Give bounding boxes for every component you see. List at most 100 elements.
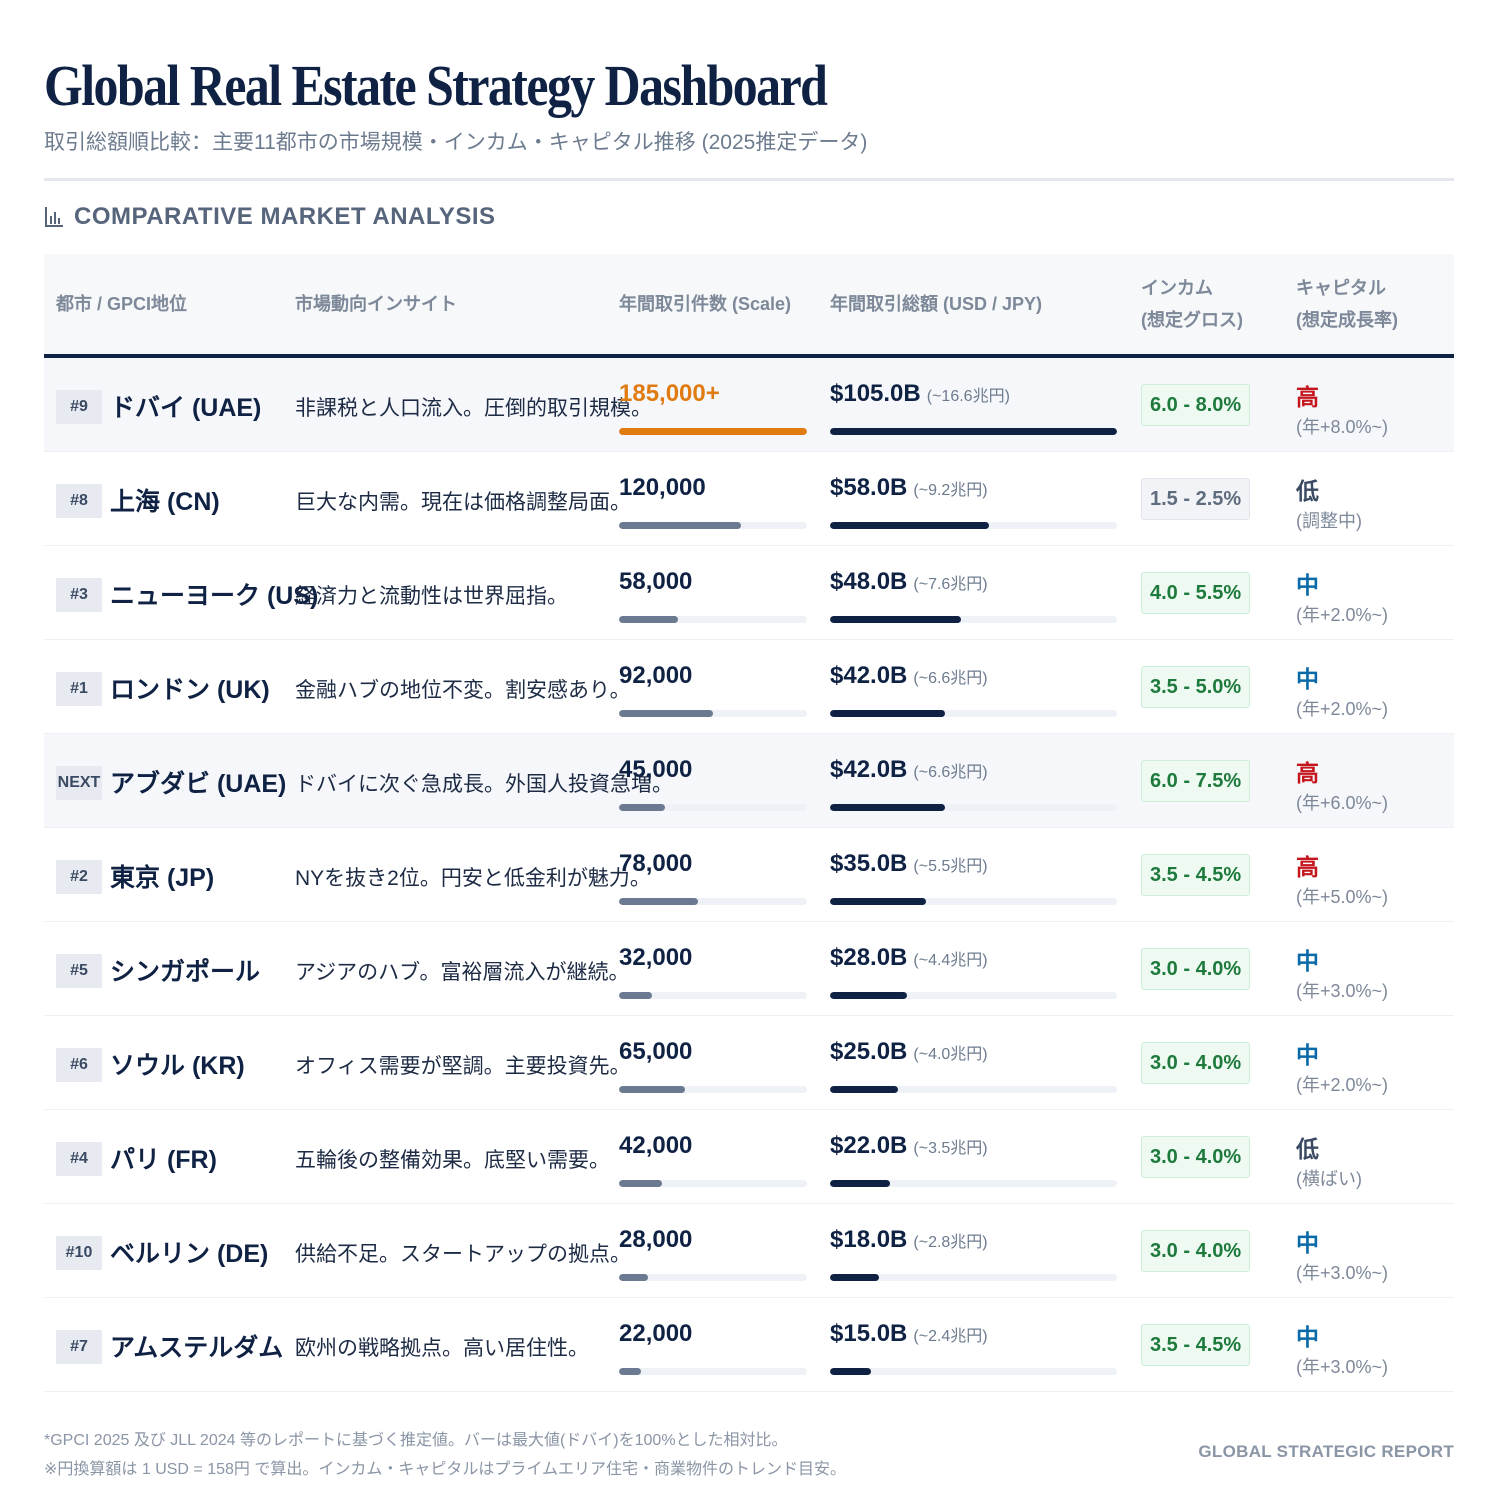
transaction-count: 92,000 xyxy=(619,662,693,689)
count-bar xyxy=(619,1180,662,1187)
volume-usd: $42.0B xyxy=(830,662,908,689)
income-yield-badge: 4.0 - 5.5% xyxy=(1141,572,1251,614)
capital-growth-note: (年+8.0%~) xyxy=(1296,417,1389,437)
count-bar-track xyxy=(619,616,807,623)
city-name: 上海 (CN) xyxy=(110,488,220,516)
volume-jpy: (~6.6兆円) xyxy=(913,764,988,781)
volume-bar xyxy=(830,898,926,905)
income-yield-badge: 3.5 - 4.5% xyxy=(1141,1324,1251,1366)
city-name: ニューヨーク (US) xyxy=(110,582,319,610)
volume-bar-track xyxy=(830,898,1117,905)
gpci-rank-badge: #10 xyxy=(56,1236,102,1270)
transaction-count: 28,000 xyxy=(619,1226,693,1253)
count-bar-track xyxy=(619,898,807,905)
gpci-rank-badge: #7 xyxy=(56,1330,102,1364)
city-name: ソウル (KR) xyxy=(110,1052,245,1080)
capital-growth-level: 中 xyxy=(1296,666,1319,692)
capital-growth-note: (年+2.0%~) xyxy=(1296,605,1389,625)
transaction-volume: $48.0B (~7.6兆円) xyxy=(830,568,988,596)
capital-growth-note: (調整中) xyxy=(1296,511,1362,531)
city-name: アブダビ (UAE) xyxy=(110,770,287,798)
volume-bar xyxy=(830,1368,871,1375)
table-body: #9 ドバイ (UAE) 非課税と人口流入。圧倒的取引規模。 185,000+ $105… xyxy=(44,358,1454,1392)
volume-bar-track xyxy=(830,992,1117,999)
transaction-volume: $105.0B (~16.6兆円) xyxy=(830,380,1010,408)
volume-usd: $28.0B xyxy=(830,944,908,971)
count-bar-track xyxy=(619,522,807,529)
gpci-rank-badge: #4 xyxy=(56,1142,102,1176)
footnote-2: ※円換算額は 1 USD = 158円 で算出。インカム・キャピタルはプライムエ… xyxy=(44,1461,847,1478)
column-header-count: 年間取引件数 (Scale) xyxy=(619,294,792,314)
income-yield-badge: 3.0 - 4.0% xyxy=(1141,1042,1251,1084)
income-yield-badge: 3.5 - 4.5% xyxy=(1141,854,1251,896)
count-bar xyxy=(619,522,741,529)
transaction-volume: $35.0B (~5.5兆円) xyxy=(830,850,988,878)
volume-bar xyxy=(830,992,907,999)
income-yield-badge: 3.0 - 4.0% xyxy=(1141,1230,1251,1272)
footnote-1: *GPCI 2025 及び JLL 2024 等のレポートに基づく推定値。バーは… xyxy=(44,1432,788,1449)
capital-growth-note: (年+3.0%~) xyxy=(1296,981,1389,1001)
table-row: #10 ベルリン (DE) 供給不足。スタートアップの拠点。 28,000 $18.0B… xyxy=(44,1204,1454,1298)
count-bar-track xyxy=(619,1274,807,1281)
volume-usd: $58.0B xyxy=(830,474,908,501)
section-title: COMPARATIVE MARKET ANALYSIS xyxy=(74,203,496,230)
volume-jpy: (~4.0兆円) xyxy=(913,1046,988,1063)
table-row: #9 ドバイ (UAE) 非課税と人口流入。圧倒的取引規模。 185,000+ $105… xyxy=(44,358,1454,452)
transaction-count: 32,000 xyxy=(619,944,693,971)
transaction-count: 58,000 xyxy=(619,568,693,595)
capital-growth-note: (年+2.0%~) xyxy=(1296,699,1389,719)
transaction-volume: $42.0B (~6.6兆円) xyxy=(830,662,988,690)
footnotes: *GPCI 2025 及び JLL 2024 等のレポートに基づく推定値。バーは… xyxy=(44,1426,846,1484)
count-bar xyxy=(619,1274,648,1281)
count-bar-track xyxy=(619,710,807,717)
transaction-count: 42,000 xyxy=(619,1132,693,1159)
volume-jpy: (~3.5兆円) xyxy=(913,1140,988,1157)
count-bar-track xyxy=(619,992,807,999)
count-bar xyxy=(619,1086,686,1093)
city-name: ベルリン (DE) xyxy=(110,1240,269,1268)
column-header-capital-line2: (想定成長率) xyxy=(1296,310,1398,330)
transaction-volume: $42.0B (~6.6兆円) xyxy=(830,756,988,784)
city-name: 東京 (JP) xyxy=(110,864,215,892)
capital-growth-level: 中 xyxy=(1296,572,1319,598)
volume-bar-track xyxy=(830,616,1117,623)
market-insight: アジアのハブ。富裕層流入が継続。 xyxy=(295,961,630,984)
volume-bar-track xyxy=(830,710,1117,717)
column-header-insight: 市場動向インサイト xyxy=(295,294,457,314)
transaction-volume: $25.0B (~4.0兆円) xyxy=(830,1038,988,1066)
count-bar-track xyxy=(619,1086,807,1093)
count-bar xyxy=(619,428,807,435)
volume-bar-track xyxy=(830,1180,1117,1187)
volume-jpy: (~7.6兆円) xyxy=(913,576,988,593)
count-bar xyxy=(619,804,665,811)
income-yield-badge: 3.0 - 4.0% xyxy=(1141,1136,1251,1178)
transaction-volume: $18.0B (~2.8兆円) xyxy=(830,1226,988,1254)
count-bar xyxy=(619,992,652,999)
transaction-volume: $58.0B (~9.2兆円) xyxy=(830,474,988,502)
capital-growth-note: (横ばい) xyxy=(1296,1169,1362,1189)
market-insight: オフィス需要が堅調。主要投資先。 xyxy=(295,1055,631,1078)
volume-usd: $18.0B xyxy=(830,1226,908,1253)
volume-usd: $15.0B xyxy=(830,1320,908,1347)
transaction-count: 45,000 xyxy=(619,756,693,783)
city-name: ドバイ (UAE) xyxy=(110,394,262,422)
count-bar-track xyxy=(619,1180,807,1187)
city-name: パリ (FR) xyxy=(110,1146,217,1174)
capital-growth-note: (年+3.0%~) xyxy=(1296,1263,1389,1283)
table-row: #5 シンガポール アジアのハブ。富裕層流入が継続。 32,000 $28.0B (~4.… xyxy=(44,922,1454,1016)
volume-bar xyxy=(830,1086,899,1093)
volume-jpy: (~9.2兆円) xyxy=(913,482,988,499)
section-heading: COMPARATIVE MARKET ANALYSIS xyxy=(44,203,496,231)
volume-jpy: (~16.6兆円) xyxy=(926,388,1010,405)
transaction-count: 120,000 xyxy=(619,474,706,501)
table-row: #8 上海 (CN) 巨大な内需。現在は価格調整局面。 120,000 $58.0B (~… xyxy=(44,452,1454,546)
volume-bar-track xyxy=(830,522,1117,529)
capital-growth-level: 低 xyxy=(1296,478,1319,504)
gpci-rank-badge: #3 xyxy=(56,578,102,612)
header-divider xyxy=(44,178,1454,181)
capital-growth-level: 高 xyxy=(1296,854,1319,880)
volume-bar xyxy=(830,804,945,811)
column-header-city: 都市 / GPCI地位 xyxy=(56,294,188,314)
volume-bar xyxy=(830,710,945,717)
